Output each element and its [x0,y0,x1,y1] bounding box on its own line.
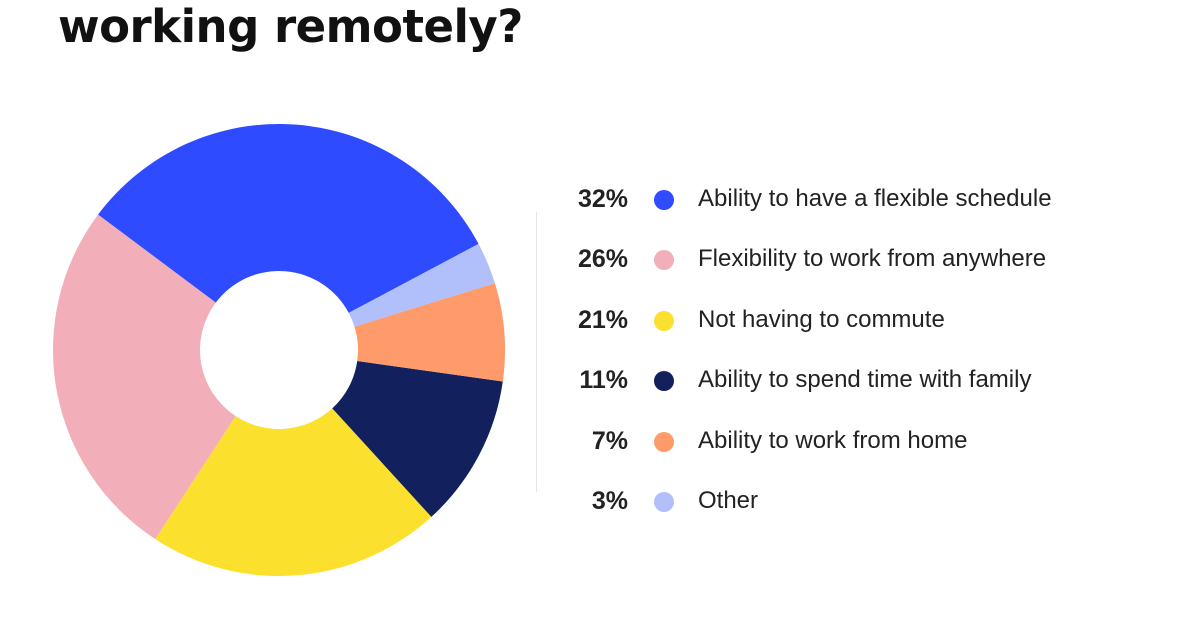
legend-label: Not having to commute [698,305,945,333]
donut-slice-2 [52,214,236,540]
legend-percentage: 7% [591,426,628,455]
legend-label: Ability to work from home [698,426,968,454]
legend-percentage: 11% [579,366,628,395]
legend-label: Ability to have a flexible schedule [698,185,1052,212]
legend-item: 26% Flexibility to work from anywhere [556,230,1176,290]
donut-slice-6 [348,243,495,327]
legend-swatch [654,310,674,331]
donut-slices [52,124,506,577]
legend-label: Flexibility to work from anywhere [698,245,1047,273]
legend-percentage: 26% [577,245,628,274]
legend: 32% Ability to have a flexible schedule … [556,170,1176,532]
legend-label: Ability to spend time with family [698,366,1032,394]
legend-item: 11% Ability to spend time with family [556,351,1176,411]
legend-swatch [654,190,674,210]
page-title: working remotely? [58,0,523,53]
legend-swatch [654,491,674,512]
legend-swatch [654,250,674,271]
legend-percentage: 21% [577,305,628,334]
donut-slice-1 [98,124,479,313]
donut-slice-4 [332,360,503,517]
legend-swatch [654,371,674,392]
legend-percentage: 3% [591,486,628,515]
legend-divider [536,212,537,492]
legend-item: 32% Ability to have a flexible schedule [556,170,1176,230]
legend-item: 3% Other [556,472,1176,532]
legend-percentage: 32% [577,185,628,213]
legend-label: Other [698,486,759,514]
legend-swatch [654,431,674,452]
donut-slice-5 [354,283,506,382]
donut-slice-3 [155,408,432,577]
legend-item: 21% Not having to commute [556,291,1176,351]
legend-item: 7% Ability to work from home [556,412,1176,472]
